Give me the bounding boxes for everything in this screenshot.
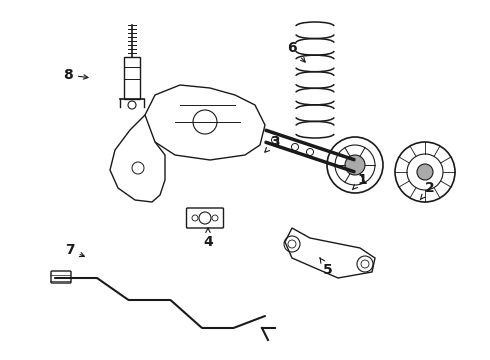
Circle shape (307, 149, 314, 156)
FancyBboxPatch shape (187, 208, 223, 228)
Circle shape (395, 142, 455, 202)
Text: 5: 5 (320, 258, 333, 277)
Text: 6: 6 (287, 41, 305, 62)
Polygon shape (145, 85, 265, 160)
Polygon shape (110, 115, 165, 202)
Text: 2: 2 (420, 181, 435, 199)
Polygon shape (124, 57, 140, 99)
Circle shape (417, 164, 433, 180)
Text: 4: 4 (203, 228, 213, 249)
Text: 3: 3 (265, 135, 280, 152)
Text: 8: 8 (63, 68, 88, 82)
Polygon shape (285, 228, 375, 278)
Text: 7: 7 (65, 243, 84, 257)
Circle shape (345, 155, 365, 175)
Circle shape (271, 136, 278, 144)
Polygon shape (265, 130, 355, 172)
FancyBboxPatch shape (51, 271, 71, 283)
Text: 1: 1 (352, 173, 367, 190)
Circle shape (292, 144, 298, 150)
Circle shape (327, 137, 383, 193)
